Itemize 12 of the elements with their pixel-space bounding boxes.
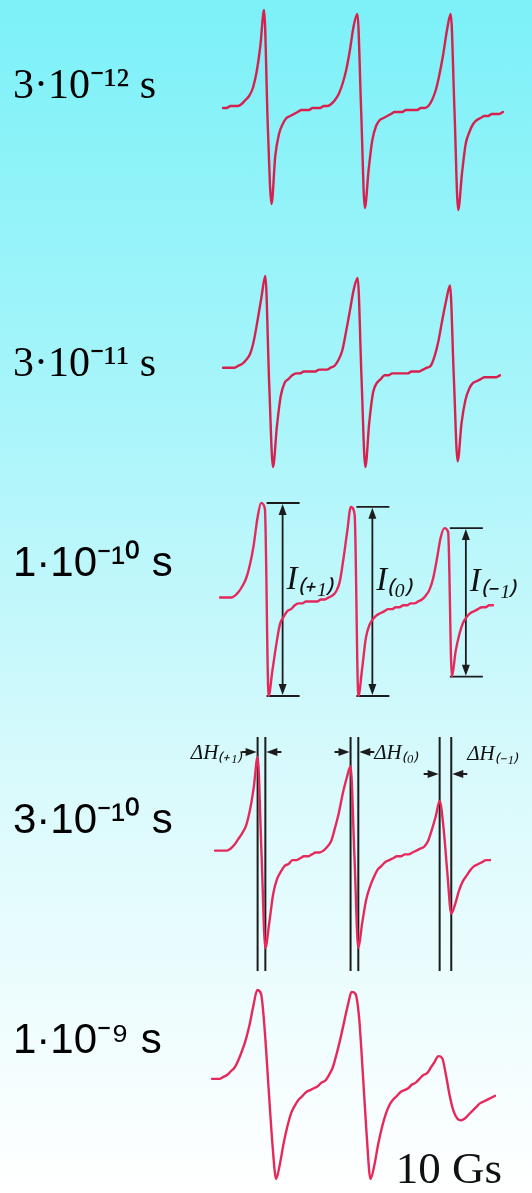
annotation: ΔH₍₀₎ [374,739,420,764]
text: 1·10⁻¹⁰ s [13,538,173,585]
text: 1·10⁻⁹ s [13,1015,162,1062]
annotation: I₍₀₎ [376,560,413,597]
annotation: I₍₊₁₎ [286,559,335,595]
text: 3·10⁻¹⁰ s [13,795,173,842]
annotation: ΔH₍₋₁₎ [467,740,520,765]
annotation: ΔH₍₊₁₎ [190,739,243,764]
text: 3·10⁻¹¹ s [13,339,157,385]
annotation: 10 Gs [395,1142,502,1193]
text: 3·10⁻¹² s [13,61,157,107]
annotation: I₍₋₁₎ [469,561,518,598]
